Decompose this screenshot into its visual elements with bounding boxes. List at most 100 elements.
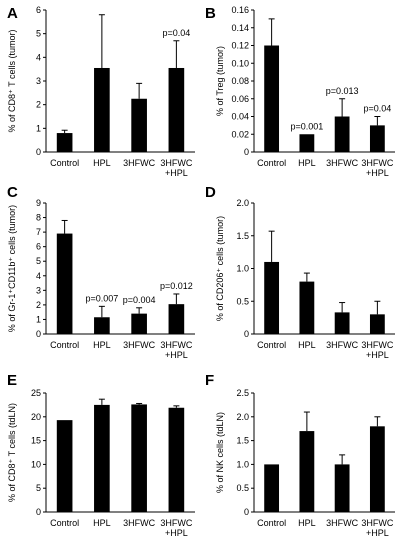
y-tick-label: 1.5 <box>236 436 249 446</box>
x-tick-label-line: 3HFWC <box>326 158 358 168</box>
x-tick-label-line: Control <box>257 158 286 168</box>
p-value-label: p=0.007 <box>85 293 118 303</box>
x-tick-label-line: Control <box>50 340 79 350</box>
x-tick-label: 3HFWC +HPL <box>361 158 393 178</box>
p-value-label: p=0.001 <box>290 121 323 131</box>
x-tick-label-line: 3HFWC <box>361 518 393 528</box>
y-tick-label: 0 <box>244 507 249 517</box>
y-tick-label: 25 <box>31 388 41 398</box>
bar <box>168 304 185 334</box>
x-tick-label-line: 3HFWC <box>123 158 155 168</box>
panel-letter: B <box>205 5 216 22</box>
panel-letter: C <box>7 184 18 201</box>
bar <box>334 464 350 512</box>
x-tick-label-line: +HPL <box>366 350 389 360</box>
y-tick-label: 0.12 <box>231 41 249 51</box>
x-tick-label-line: 3HFWC <box>326 340 358 350</box>
y-tick-label: 20 <box>31 412 41 422</box>
bar <box>299 134 315 152</box>
p-value-label: p=0.004 <box>123 295 156 305</box>
x-tick-label-line: +HPL <box>165 350 188 360</box>
x-tick-label-line: 3HFWC <box>160 158 192 168</box>
bar <box>131 404 147 512</box>
y-axis-title: % of CD8⁺ T cells (tumor) <box>7 30 17 133</box>
y-axis-title: % of CD8⁺ T cells (tdLN) <box>7 403 17 502</box>
bar <box>264 261 280 334</box>
y-tick-label: 0.02 <box>231 129 249 139</box>
x-tick-label: Control <box>257 158 286 168</box>
y-tick-label: 6 <box>36 5 41 15</box>
x-tick-label: HPL <box>298 518 316 528</box>
y-tick-label: 2 <box>36 100 41 110</box>
bar <box>56 420 73 512</box>
y-tick-label: 5 <box>36 256 41 266</box>
y-tick-label: 2.5 <box>236 388 249 398</box>
y-tick-label: 0.10 <box>231 58 249 68</box>
x-tick-label: 3HFWC +HPL <box>361 518 393 538</box>
y-tick-label: 0 <box>36 147 41 157</box>
x-tick-label-line: HPL <box>298 340 316 350</box>
bar <box>168 407 185 512</box>
x-tick-label-line: HPL <box>93 340 111 350</box>
y-tick-label: 7 <box>36 227 41 237</box>
y-tick-label: 0.5 <box>236 483 249 493</box>
panel-letter: F <box>205 372 214 389</box>
y-tick-label: 5 <box>36 29 41 39</box>
x-tick-label: HPL <box>298 340 316 350</box>
bar <box>94 404 110 512</box>
y-tick-label: 3 <box>36 285 41 295</box>
x-tick-label-line: HPL <box>298 518 316 528</box>
y-tick-label: 0.08 <box>231 76 249 86</box>
x-tick-label: Control <box>257 518 286 528</box>
x-tick-label-line: +HPL <box>366 528 389 538</box>
panel-letter: D <box>205 184 216 201</box>
y-tick-label: 1.5 <box>236 231 249 241</box>
x-tick-label: 3HFWC <box>123 518 155 528</box>
x-tick-label-line: HPL <box>93 158 111 168</box>
y-tick-label: 0 <box>36 507 41 517</box>
y-axis-title: % of Treg (tumor) <box>215 46 225 116</box>
x-tick-label-line: 3HFWC <box>326 518 358 528</box>
y-axis-title: % of CD206⁺ cells (tumor) <box>215 216 225 321</box>
y-tick-label: 2.0 <box>236 412 249 422</box>
x-tick-label: Control <box>50 340 79 350</box>
x-tick-label: HPL <box>93 158 111 168</box>
x-tick-label: HPL <box>298 158 316 168</box>
x-tick-label: 3HFWC <box>326 518 358 528</box>
bar <box>131 313 147 334</box>
y-tick-label: 0.5 <box>236 296 249 306</box>
x-tick-label-line: Control <box>50 158 79 168</box>
y-tick-label: 3 <box>36 76 41 86</box>
bar <box>334 116 350 152</box>
x-tick-label-line: Control <box>257 518 286 528</box>
x-tick-label-line: 3HFWC <box>361 340 393 350</box>
bar <box>131 98 147 152</box>
panel-letter: A <box>7 5 18 22</box>
y-axis-title: % of NK cells (tdLN) <box>215 412 225 493</box>
bar <box>56 133 73 152</box>
y-tick-label: 0.04 <box>231 112 249 122</box>
panel-a: A 0 1 2 3 4 5 6 % of CD8⁺ T cells (tumor) Control… <box>7 5 195 178</box>
bar <box>56 233 73 334</box>
x-tick-label-line: +HPL <box>165 528 188 538</box>
y-tick-label: 0 <box>244 329 249 339</box>
x-tick-label: Control <box>50 158 79 168</box>
x-tick-label: HPL <box>93 340 111 350</box>
y-tick-label: 4 <box>36 271 41 281</box>
y-tick-label: 9 <box>36 198 41 208</box>
bar <box>168 67 185 152</box>
x-tick-label-line: Control <box>257 340 286 350</box>
p-value-label: p=0.04 <box>162 28 190 38</box>
p-value-label: p=0.013 <box>326 86 359 96</box>
y-tick-label: 5 <box>36 483 41 493</box>
y-tick-label: 0.16 <box>231 5 249 15</box>
x-tick-label: 3HFWC <box>326 158 358 168</box>
x-tick-label-line: 3HFWC <box>123 340 155 350</box>
bar <box>334 312 350 334</box>
panel-f: F 0 0.5 1.0 1.5 2.0 2.5 % of NK cells (tdLN) Con… <box>205 372 395 538</box>
y-tick-label: 0 <box>36 329 41 339</box>
bar <box>94 317 110 334</box>
bar <box>369 426 385 512</box>
y-tick-label: 1.0 <box>236 264 249 274</box>
